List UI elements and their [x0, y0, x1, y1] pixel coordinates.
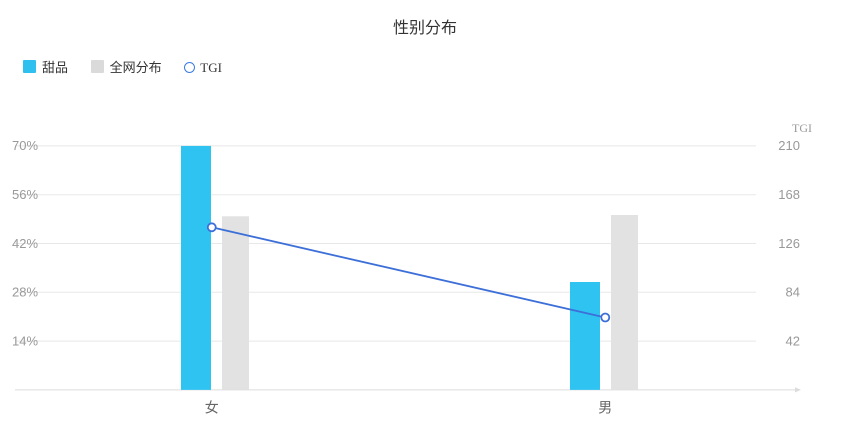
- svg-text:42%: 42%: [12, 236, 38, 251]
- svg-text:70%: 70%: [12, 138, 38, 153]
- svg-text:126: 126: [778, 236, 800, 251]
- svg-text:56%: 56%: [12, 187, 38, 202]
- svg-text:84: 84: [786, 285, 800, 300]
- svg-text:28%: 28%: [12, 285, 38, 300]
- svg-text:男: 男: [598, 400, 612, 416]
- svg-text:42: 42: [786, 333, 800, 348]
- svg-text:210: 210: [778, 138, 800, 153]
- svg-text:168: 168: [778, 187, 800, 202]
- svg-text:14%: 14%: [12, 333, 38, 348]
- svg-text:女: 女: [205, 400, 219, 416]
